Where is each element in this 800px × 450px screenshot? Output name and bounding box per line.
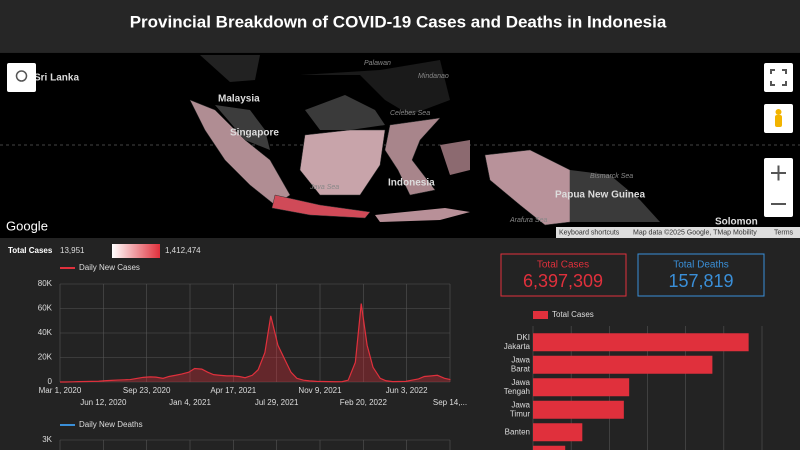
province <box>271 194 371 219</box>
bar <box>533 333 749 352</box>
x-tick-label: Jun 3, 2022 <box>386 386 428 395</box>
province <box>299 129 386 196</box>
y-tick-label: Jakarta <box>504 342 531 351</box>
map-footer[interactable]: Keyboard shortcuts <box>559 229 620 236</box>
land <box>570 170 660 222</box>
map-label: Bismarck Sea <box>590 173 633 180</box>
kpi-value: 157,819 <box>668 271 733 291</box>
x-tick-label: Sep 14,... <box>433 398 467 407</box>
province <box>440 140 470 175</box>
x-tick-label: Mar 1, 2020 <box>39 386 82 395</box>
kpi-value: 6,397,309 <box>523 271 603 291</box>
pegman-icon <box>775 115 782 127</box>
province <box>375 208 470 222</box>
map-footer-bar <box>556 227 800 238</box>
bar <box>533 423 583 442</box>
x-tick-label: Feb 20, 2022 <box>340 398 388 407</box>
province <box>484 149 571 226</box>
bar <box>533 445 566 450</box>
y-tick-label: DKI <box>517 333 530 342</box>
y-tick-label: 3K <box>42 435 52 444</box>
x-tick-label: Jun 12, 2020 <box>80 398 127 407</box>
legend-swatch <box>533 311 548 319</box>
land <box>305 95 385 130</box>
legend-label: Daily New Deaths <box>79 420 143 429</box>
kpi-label: Total Cases <box>537 260 589 271</box>
y-tick-label: 40K <box>38 328 53 337</box>
page-title: Provincial Breakdown of COVID-19 Cases a… <box>130 12 667 31</box>
bar <box>533 400 624 419</box>
map-label: Java Sea <box>309 184 339 191</box>
y-tick-label: 0 <box>48 377 53 386</box>
fullscreen-icon <box>770 69 787 86</box>
y-tick-label: Jawa <box>511 400 530 409</box>
y-tick-label: Jawa <box>511 355 530 364</box>
land <box>200 55 260 82</box>
kpi-card <box>637 253 765 297</box>
y-tick-label: Tengah <box>504 387 530 396</box>
y-tick-label: Banten <box>505 427 530 436</box>
x-tick-label: Apr 17, 2021 <box>210 386 256 395</box>
map-label: Celebes Sea <box>390 110 430 117</box>
land <box>215 105 270 150</box>
y-tick-label: 60K <box>38 304 53 313</box>
map-label: Solomon <box>715 217 758 228</box>
kpi-card <box>500 253 627 297</box>
map-legend-gradient <box>112 244 160 258</box>
map-label: Malaysia <box>218 94 260 105</box>
y-tick-label: 80K <box>38 279 53 288</box>
province <box>384 117 441 196</box>
locate-icon <box>15 70 28 82</box>
pegman-icon <box>775 109 782 115</box>
map-legend-min: 13,951 <box>60 246 85 255</box>
line <box>59 303 451 383</box>
header-bar <box>0 0 800 52</box>
map-footer: Map data ©2025 Google, TMap Mobility <box>633 228 757 236</box>
map: Sri Lanka Malaysia Singapore Java Sea In… <box>0 53 800 238</box>
map-label: Papua New Guinea <box>555 190 645 201</box>
map-label: Indonesia <box>388 178 435 189</box>
bar <box>533 355 713 374</box>
x-tick-label: Jan 4, 2021 <box>169 398 211 407</box>
map-legend-title: Total Cases <box>8 246 53 255</box>
locate-button[interactable] <box>7 63 36 92</box>
map-legend-max: 1,412,474 <box>165 246 201 255</box>
legend-label: Total Cases <box>552 310 594 319</box>
y-tick-label: Jawa <box>511 378 530 387</box>
y-tick-label: Barat <box>511 364 531 373</box>
map-label: Singapore <box>230 128 279 139</box>
fullscreen-button[interactable] <box>764 63 793 92</box>
zoom-in-button[interactable] <box>771 165 786 181</box>
x-tick-label: Jul 29, 2021 <box>255 398 299 407</box>
map-label: Arafura Sea <box>509 217 547 224</box>
map-label: Sri Lanka <box>34 73 79 84</box>
y-tick-label: Timur <box>510 409 530 418</box>
map-label: Palawan <box>364 60 391 67</box>
map-footer[interactable]: Terms <box>774 229 794 236</box>
map-label: Mindanao <box>418 73 449 80</box>
kpi-label: Total Deaths <box>673 260 729 271</box>
x-tick-label: Nov 9, 2021 <box>298 386 342 395</box>
legend-label: Daily New Cases <box>79 263 140 272</box>
map-brand: Google <box>6 218 48 233</box>
land <box>300 60 450 115</box>
x-tick-label: Sep 23, 2020 <box>123 386 171 395</box>
y-tick-label: 20K <box>38 353 53 362</box>
bar <box>533 378 630 397</box>
